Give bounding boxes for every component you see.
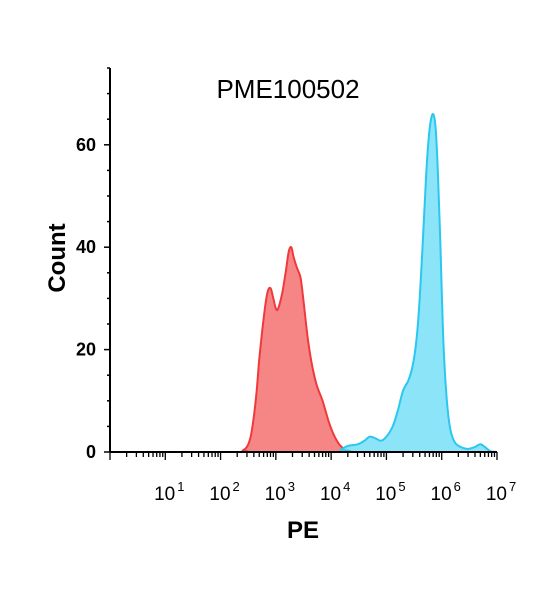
- y-tick-label: 60: [76, 135, 96, 155]
- series-line-1: [110, 113, 498, 454]
- x-tick-label: 10 4: [320, 479, 350, 505]
- x-tick-base: 10: [320, 484, 341, 505]
- x-tick-base: 10: [431, 484, 452, 505]
- x-axis-label: PE: [287, 517, 319, 544]
- x-tick-base: 10: [154, 484, 175, 505]
- x-tick-label: 10 6: [431, 479, 461, 505]
- x-tick-label: 10 5: [375, 479, 405, 505]
- x-tick-label: 10 3: [265, 479, 295, 505]
- x-tick-base: 10: [209, 484, 230, 505]
- chart-title: PME100502: [216, 74, 359, 104]
- series-area-0: [110, 246, 497, 452]
- x-tick-exponent: 1: [177, 479, 184, 494]
- x-tick-exponent: 7: [509, 479, 516, 494]
- x-tick-exponent: 4: [343, 479, 350, 494]
- x-tick-label: 10 1: [154, 479, 184, 505]
- x-tick-exponent: 6: [454, 479, 461, 494]
- y-tick-label: 40: [76, 237, 96, 257]
- x-tick-label: 10 2: [209, 479, 239, 505]
- x-tick-exponent: 2: [233, 479, 240, 494]
- x-tick-exponent: 3: [288, 479, 295, 494]
- y-tick-label: 20: [76, 340, 96, 360]
- x-tick-exponent: 5: [398, 479, 405, 494]
- x-tick-base: 10: [265, 484, 286, 505]
- x-tick-base: 10: [375, 484, 396, 505]
- x-tick-base: 10: [486, 484, 507, 505]
- x-tick-label: 10 7: [486, 479, 516, 505]
- y-tick-label: 0: [86, 442, 96, 462]
- y-axis-label: Count: [44, 223, 71, 292]
- series-line-0: [110, 245, 497, 454]
